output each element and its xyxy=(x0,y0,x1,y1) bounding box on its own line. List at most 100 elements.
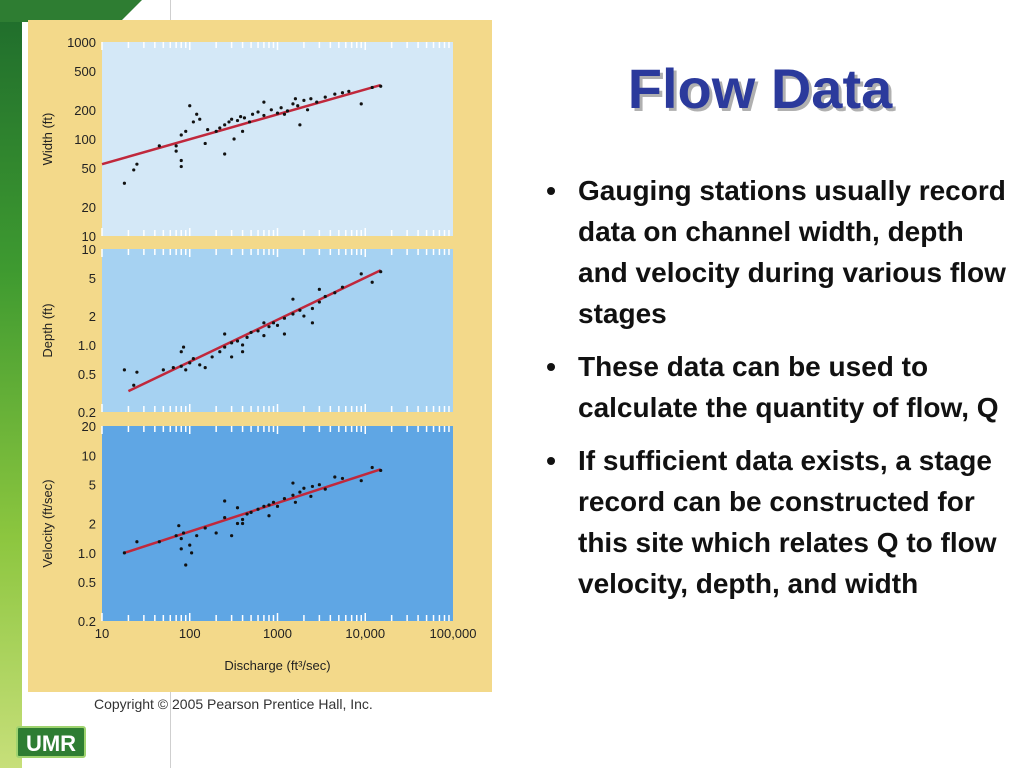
data-point xyxy=(275,111,280,115)
data-point xyxy=(323,294,327,299)
data-point xyxy=(271,321,276,325)
y-tick-label: 10 xyxy=(82,448,96,463)
data-point xyxy=(323,95,327,99)
data-point xyxy=(293,500,298,504)
y-tick-label: 500 xyxy=(74,64,96,79)
copyright-text: Copyright © 2005 Pearson Prentice Hall, … xyxy=(94,696,373,712)
data-point xyxy=(315,100,319,104)
data-point xyxy=(245,512,249,516)
data-point xyxy=(262,100,266,104)
data-point xyxy=(262,504,266,508)
data-point xyxy=(206,127,210,132)
data-point xyxy=(293,97,298,101)
data-point xyxy=(298,490,302,494)
data-point xyxy=(310,484,315,489)
x-axis-label: Discharge (ft³/sec) xyxy=(224,658,330,673)
y-tick-label: 5 xyxy=(89,478,96,493)
data-point xyxy=(157,144,161,148)
data-point xyxy=(135,540,139,544)
data-point xyxy=(203,141,207,146)
x-tick-label: 10 xyxy=(95,626,109,641)
data-point xyxy=(340,476,345,481)
data-point xyxy=(267,514,271,518)
data-point xyxy=(171,366,175,370)
y-axis-label: Width (ft) xyxy=(40,113,55,166)
data-point xyxy=(179,133,183,137)
data-point xyxy=(230,355,234,359)
data-point xyxy=(188,104,192,108)
y-tick-label: 10 xyxy=(82,229,96,244)
data-point xyxy=(317,287,321,291)
data-point xyxy=(370,280,374,284)
data-point xyxy=(275,504,280,508)
data-point xyxy=(190,551,194,555)
data-point xyxy=(291,481,295,485)
y-tick-label: 20 xyxy=(82,200,96,215)
data-point xyxy=(179,164,183,169)
data-point xyxy=(198,117,202,121)
data-point xyxy=(235,339,240,343)
fit-line xyxy=(127,269,382,393)
data-point xyxy=(302,98,306,102)
data-point xyxy=(235,521,240,526)
data-point xyxy=(305,108,310,112)
y-tick-label: 2 xyxy=(89,309,96,324)
data-point xyxy=(240,521,245,526)
data-point xyxy=(267,325,271,329)
data-point xyxy=(174,149,178,153)
data-point xyxy=(223,515,227,520)
x-tick-label: 100,000 xyxy=(430,626,477,641)
data-point xyxy=(223,152,227,156)
data-point xyxy=(179,158,183,163)
data-point xyxy=(230,341,234,345)
y-tick-label: 1.0 xyxy=(78,546,96,561)
data-point xyxy=(282,332,287,336)
data-point xyxy=(184,129,188,133)
data-point xyxy=(184,368,188,372)
data-point xyxy=(317,300,321,304)
data-point xyxy=(179,350,183,354)
data-point xyxy=(184,563,188,567)
data-point xyxy=(370,85,374,90)
data-point xyxy=(291,312,295,316)
x-tick-label: 1000 xyxy=(263,626,292,641)
data-point xyxy=(291,297,295,301)
data-point xyxy=(359,102,363,106)
y-axis-label: Depth (ft) xyxy=(40,303,55,357)
slide-title: Flow Data xyxy=(627,57,893,120)
data-point xyxy=(310,306,315,311)
data-point xyxy=(245,335,249,339)
data-point xyxy=(317,483,321,487)
data-point xyxy=(239,115,243,119)
data-point xyxy=(195,534,199,538)
data-point xyxy=(302,486,306,490)
data-point xyxy=(198,363,202,367)
bullet-text: Gauging stations usually record data on … xyxy=(578,175,1006,329)
figure-panel: 1000 500 200 100 50 20 10 Width (ft) 10 5 2 1.0 0.5 0… xyxy=(28,20,492,692)
plot-area xyxy=(102,426,453,621)
y-tick-label: 0.2 xyxy=(78,614,96,629)
data-point xyxy=(135,162,139,166)
data-point xyxy=(122,551,127,555)
data-point xyxy=(310,321,315,325)
data-point xyxy=(298,123,302,127)
data-point xyxy=(188,543,192,547)
data-point xyxy=(309,494,313,498)
data-point xyxy=(174,534,178,538)
data-point xyxy=(157,540,161,544)
data-point xyxy=(271,500,276,504)
data-point xyxy=(240,517,245,522)
x-tick-label: 100 xyxy=(179,626,201,641)
data-point xyxy=(181,531,186,535)
data-point xyxy=(235,506,240,510)
data-point xyxy=(242,116,247,120)
y-tick-label: 100 xyxy=(74,132,96,147)
y-tick-label: 0.5 xyxy=(78,575,96,590)
data-point xyxy=(210,355,214,359)
data-point xyxy=(347,89,351,93)
umr-logo: UMR xyxy=(16,726,86,758)
data-point xyxy=(323,487,327,491)
y-tick-label: 5 xyxy=(89,271,96,286)
data-point xyxy=(370,465,374,470)
data-point xyxy=(203,526,207,530)
